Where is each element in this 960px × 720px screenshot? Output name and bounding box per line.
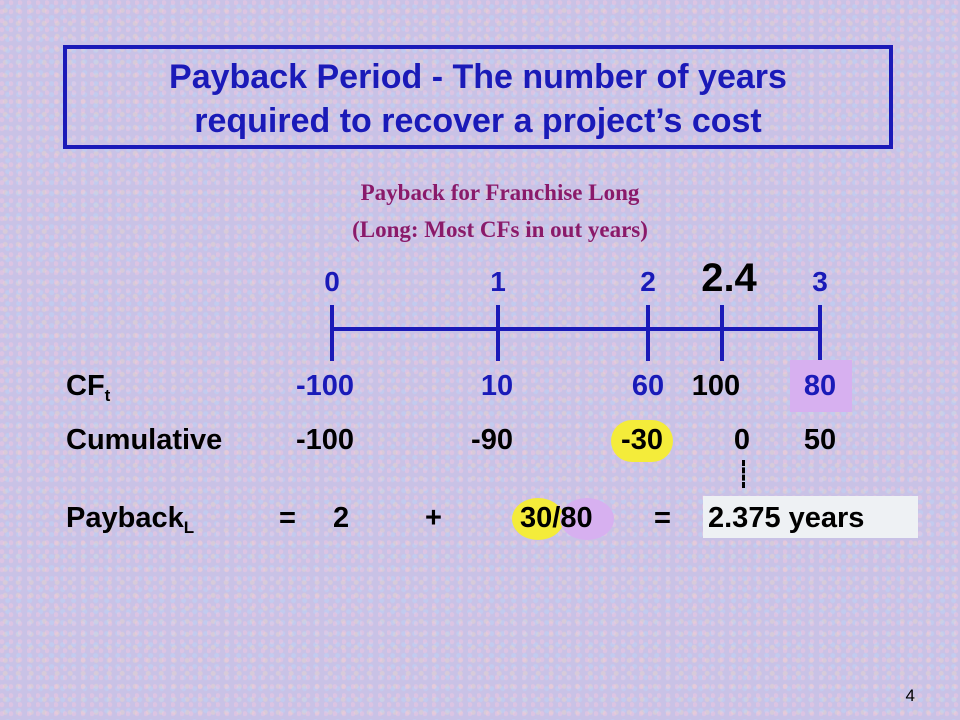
cf-value-4: 80 xyxy=(803,370,837,402)
cf-value-2: 60 xyxy=(631,370,665,402)
title-box: Payback Period - The number of years req… xyxy=(63,45,893,149)
title-line-1: Payback Period - The number of years xyxy=(169,58,787,96)
numerator-highlight xyxy=(512,498,564,540)
payback-equals-1: = xyxy=(279,502,296,534)
cf-value-0: -100 xyxy=(295,370,355,402)
tick-label-1: 1 xyxy=(490,266,506,297)
subtitle-line-2: (Long: Most CFs in out years) xyxy=(352,217,648,242)
timeline-tick-2 xyxy=(646,305,650,361)
cumulative-value-1: -90 xyxy=(471,424,513,456)
timeline-tick-1 xyxy=(496,305,500,361)
payback-fraction: 30/80 xyxy=(520,502,593,534)
timeline-tick-0 xyxy=(330,305,334,361)
result-highlight xyxy=(703,496,918,538)
payback-years-whole: 2 xyxy=(333,502,350,534)
cf-value-3: 100 xyxy=(691,370,741,402)
cumulative-value-3: 0 xyxy=(733,424,751,456)
subtitle-line-1: Payback for Franchise Long xyxy=(360,180,640,205)
tick-label-2: 2 xyxy=(640,266,656,297)
cumulative-value-4: 50 xyxy=(803,424,837,456)
timeline-marker-tick xyxy=(720,305,724,361)
cumulative-value-0: -100 xyxy=(295,424,355,456)
denominator-highlight xyxy=(560,498,614,540)
marker-label: 2.4 xyxy=(701,256,757,300)
cf-value-1: 10 xyxy=(480,370,514,402)
dashed-connector xyxy=(742,460,745,488)
cumulative-highlight xyxy=(611,420,673,462)
timeline-tick-3 xyxy=(818,305,822,361)
page-number: 4 xyxy=(905,686,915,705)
payback-label: PaybackL xyxy=(66,502,195,537)
payback-plus: + xyxy=(425,502,442,534)
cumulative-label: Cumulative xyxy=(66,424,223,456)
cf-label: CFt xyxy=(66,370,111,405)
title-line-2: required to recover a project’s cost xyxy=(194,102,762,140)
payback-result: 2.375 years xyxy=(708,502,865,534)
cf-highlight xyxy=(790,360,852,412)
tick-label-3: 3 xyxy=(812,266,828,297)
cumulative-value-2: -30 xyxy=(621,424,663,456)
timeline-axis xyxy=(330,327,822,331)
tick-label-0: 0 xyxy=(324,266,340,297)
payback-equals-2: = xyxy=(654,502,671,534)
